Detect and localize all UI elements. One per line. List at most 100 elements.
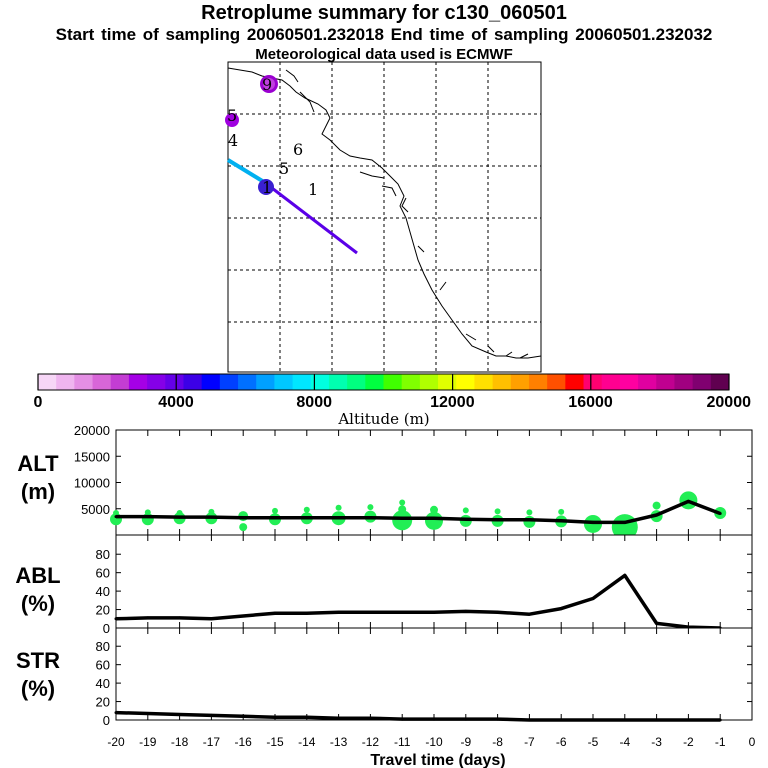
colorbar-swatch [619, 374, 639, 390]
y-tick-label: 20 [96, 603, 110, 618]
x-tick-label: -13 [330, 735, 348, 749]
series-point [623, 718, 627, 722]
panel-ylabel: ALT [17, 451, 59, 476]
series-point [400, 717, 404, 721]
alt-bubble [462, 507, 469, 514]
series-line-abl [115, 573, 721, 630]
alt-bubble [399, 499, 406, 506]
time-series-panels: 5000 10000 15000 20000 ALT (m) 0 20 40 60 80 ABL (%)… [15, 423, 755, 768]
alt-bubble [425, 511, 443, 530]
alt-bubble [208, 508, 215, 515]
series-point [655, 621, 659, 625]
series-point [623, 573, 627, 577]
alt-bubble [652, 501, 661, 510]
colorbar-swatch [510, 374, 530, 390]
panel-ylabel: STR [16, 648, 60, 673]
series-point [432, 610, 436, 614]
series-point [337, 516, 341, 520]
colorbar-tick-label: 12000 [430, 394, 475, 411]
alt-bubble [335, 504, 342, 511]
alt-bubble [523, 515, 536, 528]
map-label: 5 [279, 159, 289, 178]
x-tick-label: -16 [235, 735, 253, 749]
colorbar-tick-label: 0 [33, 394, 43, 411]
series-point [432, 516, 436, 520]
colorbar-swatch [310, 374, 330, 390]
y-tick-label: 60 [96, 658, 110, 673]
series-point [464, 517, 468, 521]
colorbar-swatch [583, 374, 603, 390]
x-tick-label: -19 [139, 735, 157, 749]
colorbar-title: Altitude (m) [338, 410, 430, 428]
series-point [178, 515, 182, 519]
series-point [464, 717, 468, 721]
alt-bubble [392, 510, 413, 531]
alt-bubble [176, 509, 183, 516]
series-point [400, 516, 404, 520]
met-data-line: Meteorological data used is ECMWF [255, 46, 513, 63]
x-axis-label: Travel time (days) [370, 752, 505, 768]
series-point [368, 610, 372, 614]
alt-bubble [494, 508, 501, 515]
map-label: 6 [293, 140, 303, 159]
colorbar-swatch [528, 374, 548, 390]
alt-bubble [367, 504, 374, 511]
series-point [432, 717, 436, 721]
sampling-times: Start time of sampling 20060501.232018 E… [55, 25, 713, 44]
colorbar-swatch [128, 374, 148, 390]
series-point [527, 612, 531, 616]
y-tick-label: 15000 [74, 449, 110, 464]
series-point [368, 716, 372, 720]
series-point [686, 499, 690, 503]
series-point [209, 617, 213, 621]
series-point [114, 711, 118, 715]
series-line-alt [116, 499, 721, 525]
x-tick-label: -8 [492, 735, 503, 749]
colorbar-tick-label: 20000 [706, 394, 752, 411]
x-tick-label: -9 [460, 735, 471, 749]
colorbar-swatch [183, 374, 203, 390]
colorbar-swatch [201, 374, 221, 390]
colorbar-swatch [347, 374, 366, 390]
x-tick-label: -15 [266, 735, 284, 749]
x-tick-label: -1 [715, 735, 726, 749]
y-tick-label: 20 [96, 695, 110, 710]
map-graticule [228, 62, 541, 372]
series-point [241, 614, 245, 618]
map-label: 5 [227, 106, 237, 125]
series-point [178, 616, 182, 620]
colorbar-swatch [365, 374, 384, 390]
x-tick-label: -5 [588, 735, 599, 749]
x-tick-label: -6 [556, 735, 567, 749]
trajectory-segment-cyan [226, 158, 266, 184]
y-tick-label: 10000 [74, 476, 110, 491]
colorbar-swatch [474, 374, 494, 390]
series-point [146, 616, 150, 620]
colorbar-swatch [147, 374, 166, 390]
coastline-islands [285, 69, 529, 359]
colorbar-swatch [419, 374, 439, 390]
series-point [146, 515, 150, 519]
colorbar-swatch [292, 374, 312, 390]
series-point [305, 715, 309, 719]
colorbar-swatch [401, 374, 421, 390]
series-point [241, 516, 245, 520]
series-point [496, 717, 500, 721]
series-point [655, 513, 659, 517]
panel-ylabel: (%) [21, 676, 55, 701]
colorbar-swatch [547, 374, 566, 390]
marker-5 [225, 113, 239, 127]
x-tick-label: -17 [203, 735, 221, 749]
colorbar-swatch [274, 374, 294, 390]
alt-bubble [239, 523, 248, 532]
alt-bubble [398, 505, 407, 514]
series-point [209, 713, 213, 717]
alt-bubble [430, 505, 438, 514]
alt-bubble [144, 509, 151, 516]
series-point [591, 520, 595, 524]
colorbar-swatch [601, 374, 621, 390]
coastline [227, 67, 542, 359]
series-point [400, 610, 404, 614]
